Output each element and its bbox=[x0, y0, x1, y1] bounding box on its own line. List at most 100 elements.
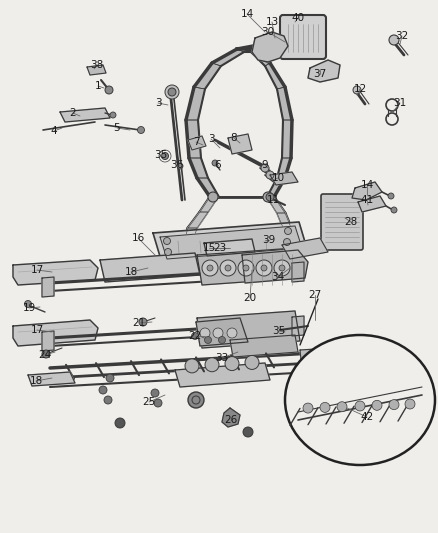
Circle shape bbox=[389, 35, 399, 45]
Circle shape bbox=[261, 164, 269, 172]
Circle shape bbox=[213, 328, 223, 338]
Circle shape bbox=[337, 402, 347, 411]
Circle shape bbox=[285, 228, 292, 235]
Circle shape bbox=[372, 400, 382, 410]
Text: 34: 34 bbox=[272, 272, 285, 282]
Circle shape bbox=[320, 402, 330, 413]
Circle shape bbox=[168, 88, 176, 96]
Text: 24: 24 bbox=[39, 350, 52, 360]
Text: 28: 28 bbox=[344, 217, 357, 227]
Circle shape bbox=[219, 336, 226, 343]
Circle shape bbox=[205, 336, 212, 343]
Polygon shape bbox=[197, 248, 300, 285]
Polygon shape bbox=[230, 335, 298, 357]
Polygon shape bbox=[212, 49, 244, 66]
Polygon shape bbox=[204, 239, 255, 256]
Text: 17: 17 bbox=[30, 325, 44, 335]
Text: 8: 8 bbox=[231, 133, 237, 143]
Circle shape bbox=[202, 260, 218, 276]
Polygon shape bbox=[277, 87, 292, 120]
Text: 2: 2 bbox=[70, 108, 76, 118]
Text: 13: 13 bbox=[265, 17, 279, 27]
Circle shape bbox=[163, 238, 170, 245]
Polygon shape bbox=[242, 250, 308, 283]
Circle shape bbox=[256, 260, 272, 276]
Text: 1: 1 bbox=[95, 81, 101, 91]
Polygon shape bbox=[277, 158, 291, 178]
Polygon shape bbox=[175, 363, 270, 387]
Polygon shape bbox=[237, 44, 264, 52]
Circle shape bbox=[212, 160, 218, 166]
Circle shape bbox=[110, 112, 116, 118]
Text: 12: 12 bbox=[353, 84, 367, 94]
Text: 22: 22 bbox=[188, 331, 201, 341]
Polygon shape bbox=[197, 311, 300, 348]
Polygon shape bbox=[308, 60, 340, 82]
Circle shape bbox=[220, 260, 236, 276]
Polygon shape bbox=[228, 134, 252, 154]
Circle shape bbox=[104, 396, 112, 404]
Circle shape bbox=[165, 248, 172, 255]
Polygon shape bbox=[28, 372, 75, 386]
Circle shape bbox=[154, 399, 162, 407]
Polygon shape bbox=[153, 222, 308, 263]
Circle shape bbox=[355, 401, 365, 411]
Polygon shape bbox=[358, 196, 386, 212]
Polygon shape bbox=[87, 65, 106, 75]
Text: 11: 11 bbox=[266, 195, 279, 205]
Circle shape bbox=[165, 85, 179, 99]
Circle shape bbox=[227, 328, 237, 338]
Text: 15: 15 bbox=[202, 243, 215, 253]
Text: 18: 18 bbox=[124, 267, 138, 277]
Circle shape bbox=[139, 318, 147, 326]
Text: 41: 41 bbox=[360, 195, 374, 205]
FancyBboxPatch shape bbox=[280, 15, 326, 59]
Circle shape bbox=[261, 265, 267, 271]
Text: 10: 10 bbox=[272, 173, 285, 183]
Polygon shape bbox=[270, 172, 298, 185]
Polygon shape bbox=[282, 120, 292, 158]
Polygon shape bbox=[188, 136, 206, 150]
Circle shape bbox=[25, 301, 32, 308]
Polygon shape bbox=[267, 197, 285, 213]
Circle shape bbox=[205, 358, 219, 372]
Text: 14: 14 bbox=[240, 9, 254, 19]
Circle shape bbox=[274, 260, 290, 276]
Polygon shape bbox=[188, 212, 208, 228]
Circle shape bbox=[243, 265, 249, 271]
Circle shape bbox=[405, 399, 415, 409]
Circle shape bbox=[388, 193, 394, 199]
Circle shape bbox=[115, 418, 125, 428]
Text: 35: 35 bbox=[154, 150, 168, 160]
Polygon shape bbox=[292, 262, 304, 282]
Text: 30: 30 bbox=[261, 27, 275, 37]
Polygon shape bbox=[249, 44, 264, 52]
Polygon shape bbox=[252, 32, 288, 62]
Polygon shape bbox=[13, 320, 98, 346]
Polygon shape bbox=[292, 316, 304, 336]
Polygon shape bbox=[189, 158, 208, 178]
Text: 16: 16 bbox=[131, 233, 145, 243]
Circle shape bbox=[185, 359, 199, 373]
Text: 20: 20 bbox=[244, 293, 257, 303]
Circle shape bbox=[238, 260, 254, 276]
Polygon shape bbox=[200, 197, 218, 212]
Text: 23: 23 bbox=[213, 243, 226, 253]
Polygon shape bbox=[222, 408, 240, 427]
Polygon shape bbox=[284, 230, 293, 250]
Circle shape bbox=[225, 265, 231, 271]
Text: 17: 17 bbox=[30, 265, 44, 275]
Text: 14: 14 bbox=[360, 180, 374, 190]
Polygon shape bbox=[100, 253, 200, 282]
Text: 9: 9 bbox=[261, 160, 268, 170]
Circle shape bbox=[105, 86, 113, 94]
Polygon shape bbox=[196, 318, 248, 346]
Circle shape bbox=[208, 192, 218, 202]
Polygon shape bbox=[42, 331, 54, 351]
Circle shape bbox=[279, 265, 285, 271]
Circle shape bbox=[188, 392, 204, 408]
Polygon shape bbox=[352, 182, 382, 200]
Polygon shape bbox=[249, 49, 270, 66]
Circle shape bbox=[42, 350, 50, 358]
Text: 4: 4 bbox=[51, 126, 57, 136]
